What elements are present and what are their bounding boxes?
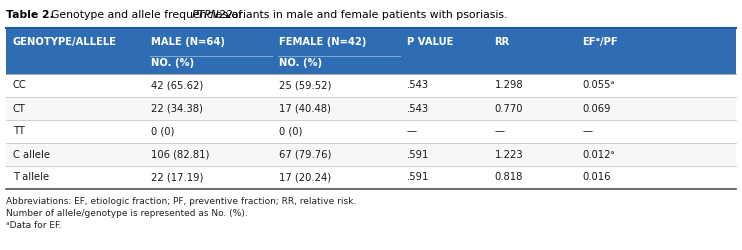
Text: .591: .591 (407, 172, 429, 182)
Text: C allele: C allele (13, 150, 50, 160)
Text: NO. (%): NO. (%) (279, 58, 322, 68)
Text: FEMALE (N=42): FEMALE (N=42) (279, 37, 367, 47)
Text: 1.223: 1.223 (494, 150, 523, 160)
Text: 17 (40.48): 17 (40.48) (279, 104, 331, 114)
Text: CT: CT (13, 104, 25, 114)
Text: .591: .591 (407, 150, 429, 160)
Text: 22 (34.38): 22 (34.38) (151, 104, 203, 114)
Bar (6, 74, 736, 97)
Text: P VALUE: P VALUE (407, 37, 453, 47)
Text: RR: RR (494, 37, 510, 47)
Text: 0 (0): 0 (0) (151, 126, 174, 136)
Text: 67 (79.76): 67 (79.76) (279, 150, 332, 160)
Bar (6, 28, 736, 74)
Text: GENOTYPE/ALLELE: GENOTYPE/ALLELE (13, 37, 116, 47)
Text: EFᵃ/PF: EFᵃ/PF (582, 37, 617, 47)
Text: 22 (17.19): 22 (17.19) (151, 172, 204, 182)
Bar (6, 97, 736, 120)
Text: 0 (0): 0 (0) (279, 126, 303, 136)
Text: 0.016: 0.016 (582, 172, 611, 182)
Text: —: — (407, 126, 417, 136)
Text: 17 (20.24): 17 (20.24) (279, 172, 331, 182)
Bar (6, 143, 736, 166)
Bar (6, 166, 736, 189)
Text: T allele: T allele (13, 172, 49, 182)
Text: 0.770: 0.770 (494, 104, 523, 114)
Text: 0.012ᵃ: 0.012ᵃ (582, 150, 614, 160)
Text: —: — (582, 126, 592, 136)
Text: .543: .543 (407, 80, 429, 90)
Text: Number of allele/genotype is represented as No. (%).: Number of allele/genotype is represented… (6, 209, 248, 218)
Text: Table 2.: Table 2. (6, 10, 54, 20)
Bar (6, 120, 736, 143)
Text: 106 (82.81): 106 (82.81) (151, 150, 210, 160)
Text: MALE (N=64): MALE (N=64) (151, 37, 226, 47)
Text: .543: .543 (407, 104, 429, 114)
Text: 25 (59.52): 25 (59.52) (279, 80, 332, 90)
Text: NO. (%): NO. (%) (151, 58, 194, 68)
Text: 42 (65.62): 42 (65.62) (151, 80, 203, 90)
Text: 0.818: 0.818 (494, 172, 523, 182)
Text: Abbreviations: EF, etiologic fraction; PF, preventive fraction; RR, relative ris: Abbreviations: EF, etiologic fraction; P… (6, 197, 356, 206)
Text: TT: TT (13, 126, 24, 136)
Text: 0.069: 0.069 (582, 104, 611, 114)
Text: —: — (494, 126, 505, 136)
Text: variants in male and female patients with psoriasis.: variants in male and female patients wit… (222, 10, 508, 20)
Text: PTPN22: PTPN22 (192, 10, 234, 20)
Text: Genotype and allele frequencies of: Genotype and allele frequencies of (44, 10, 246, 20)
Text: CC: CC (13, 80, 27, 90)
Text: 0.055ᵃ: 0.055ᵃ (582, 80, 614, 90)
Text: 1.298: 1.298 (494, 80, 523, 90)
Text: ᵃData for EF.: ᵃData for EF. (6, 221, 62, 230)
